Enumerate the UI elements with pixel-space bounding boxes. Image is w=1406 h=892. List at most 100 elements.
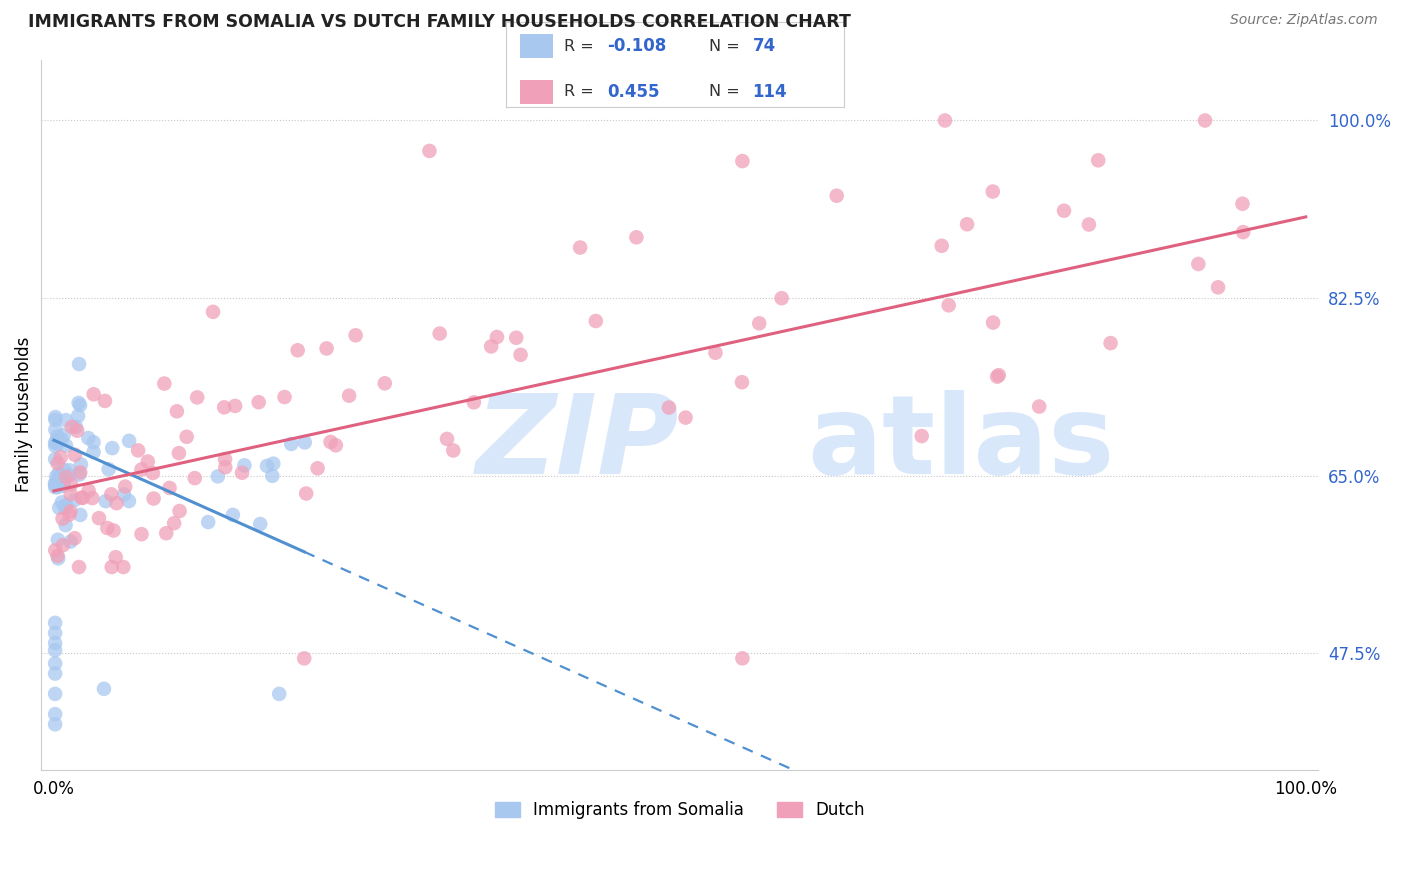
- Text: 74: 74: [752, 37, 776, 55]
- Point: [222, 508, 245, 522]
- Point: [69, 398, 91, 412]
- Point: [44, 476, 66, 491]
- Point: [83, 435, 105, 450]
- Point: [44, 477, 66, 491]
- Point: [344, 328, 367, 343]
- Text: 0.455: 0.455: [607, 83, 659, 101]
- Point: [1194, 113, 1216, 128]
- Point: [44, 439, 66, 453]
- Point: [53, 501, 76, 516]
- Point: [44, 687, 66, 701]
- Point: [256, 458, 278, 473]
- Point: [112, 487, 135, 501]
- Point: [931, 239, 953, 253]
- Point: [269, 687, 291, 701]
- Point: [58, 463, 80, 477]
- Point: [94, 494, 117, 508]
- Point: [44, 657, 66, 671]
- Text: R =: R =: [564, 84, 599, 99]
- Point: [70, 458, 93, 472]
- Point: [163, 516, 186, 531]
- Point: [262, 468, 284, 483]
- Point: [55, 439, 77, 453]
- Point: [67, 560, 90, 574]
- Point: [44, 452, 66, 467]
- Point: [55, 518, 77, 533]
- Point: [201, 305, 224, 319]
- Point: [1099, 336, 1122, 351]
- Point: [44, 410, 66, 425]
- Point: [212, 401, 235, 415]
- Text: 114: 114: [752, 83, 787, 101]
- Point: [569, 241, 592, 255]
- Point: [77, 431, 100, 445]
- Point: [118, 494, 141, 508]
- Point: [48, 467, 70, 481]
- Point: [273, 390, 295, 404]
- Text: ZIP: ZIP: [475, 390, 679, 497]
- Point: [51, 433, 73, 447]
- Point: [100, 487, 122, 501]
- Point: [485, 330, 508, 344]
- Point: [46, 551, 69, 566]
- Point: [1187, 257, 1209, 271]
- Point: [295, 486, 318, 500]
- Point: [44, 543, 66, 558]
- Point: [82, 491, 104, 505]
- Text: N =: N =: [709, 38, 745, 54]
- Point: [505, 331, 527, 345]
- Point: [48, 500, 70, 515]
- Point: [1053, 203, 1076, 218]
- Point: [731, 154, 754, 169]
- Point: [155, 526, 177, 541]
- Point: [45, 434, 67, 448]
- Point: [45, 469, 67, 483]
- Point: [131, 462, 153, 476]
- Point: [658, 401, 681, 415]
- Point: [1232, 225, 1254, 239]
- Point: [463, 395, 485, 409]
- Point: [159, 481, 181, 495]
- Point: [44, 435, 66, 450]
- Point: [46, 429, 69, 443]
- Point: [72, 491, 94, 505]
- Point: [51, 511, 73, 525]
- Point: [53, 499, 76, 513]
- Point: [748, 316, 770, 330]
- Point: [55, 413, 77, 427]
- Point: [44, 615, 66, 630]
- Point: [986, 369, 1008, 384]
- Point: [112, 560, 135, 574]
- Point: [104, 550, 127, 565]
- Point: [214, 460, 236, 475]
- Point: [704, 345, 727, 359]
- Point: [247, 395, 270, 409]
- Point: [1232, 196, 1254, 211]
- Point: [731, 651, 754, 665]
- Point: [118, 434, 141, 448]
- Point: [55, 470, 77, 484]
- Point: [44, 413, 66, 427]
- Point: [233, 458, 256, 473]
- Point: [294, 435, 316, 450]
- Point: [59, 534, 82, 549]
- Text: -0.108: -0.108: [607, 37, 666, 55]
- Point: [46, 480, 69, 494]
- Point: [67, 409, 90, 423]
- Point: [1087, 153, 1109, 168]
- Point: [48, 472, 70, 486]
- Point: [131, 527, 153, 541]
- Point: [94, 393, 117, 408]
- Point: [441, 443, 464, 458]
- Point: [52, 479, 75, 493]
- Point: [825, 188, 848, 202]
- Point: [103, 524, 125, 538]
- Point: [105, 496, 128, 510]
- Point: [49, 468, 72, 483]
- Point: [52, 475, 75, 490]
- Point: [67, 467, 90, 482]
- Point: [770, 291, 793, 305]
- Point: [93, 681, 115, 696]
- Point: [55, 499, 77, 513]
- Point: [176, 430, 198, 444]
